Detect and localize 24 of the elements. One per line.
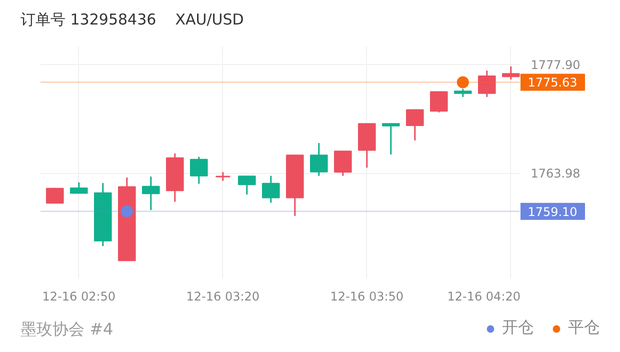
chart-title: 订单号 132958436 XAU/USD <box>20 10 244 28</box>
candlestick <box>70 182 88 194</box>
ref-line-label: 1775.63 <box>528 76 578 90</box>
candlestick <box>382 122 400 156</box>
x-tick-label: 12-16 03:20 <box>186 290 260 304</box>
candlestick <box>502 66 520 80</box>
y-tick-label: 1763.98 <box>530 166 580 181</box>
candlestick <box>406 109 424 142</box>
candlestick <box>190 156 208 184</box>
candlestick <box>478 70 496 98</box>
legend-label: 开仓 <box>502 318 534 338</box>
candlestick <box>142 176 160 211</box>
legend-label: 平仓 <box>568 318 600 338</box>
candlestick <box>238 175 256 196</box>
candlestick <box>262 175 280 204</box>
text: 墨玫协会 #4 <box>20 320 114 338</box>
candlestick <box>310 142 328 177</box>
y-tick-label: 1777.90 <box>530 58 580 72</box>
candlestick <box>430 90 448 114</box>
ref-line-label: 1759.10 <box>528 204 578 219</box>
x-tick-label: 12-16 04:20 <box>447 290 520 304</box>
x-tick-label: 12-16 02:50 <box>42 290 116 304</box>
candlestick <box>334 150 352 177</box>
x-tick-label: 12-16 03:50 <box>330 290 404 304</box>
